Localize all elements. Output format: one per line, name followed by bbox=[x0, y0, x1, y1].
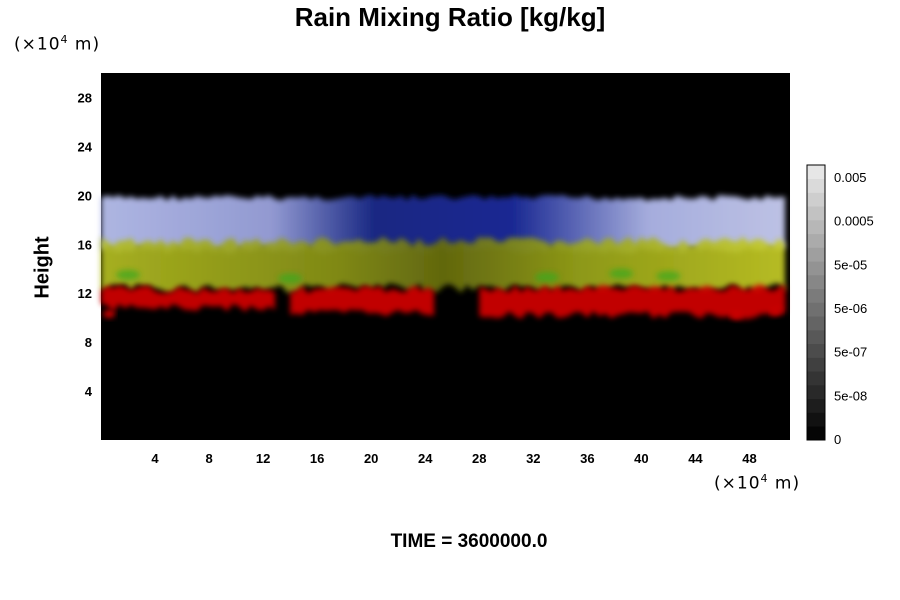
colorbar-level bbox=[807, 233, 825, 248]
y-tick-label: 28 bbox=[78, 90, 92, 105]
y-tick-label: 4 bbox=[85, 384, 93, 399]
band-spot bbox=[656, 271, 681, 282]
band-blob bbox=[770, 307, 783, 316]
colorbar-level bbox=[807, 288, 825, 303]
x-tick-label: 44 bbox=[688, 451, 703, 466]
x-tick-label: 8 bbox=[205, 451, 212, 466]
colorbar-level bbox=[807, 343, 825, 358]
x-tick-label: 20 bbox=[364, 451, 378, 466]
colorbar-label: 5e-06 bbox=[834, 301, 867, 316]
colorbar-level bbox=[807, 261, 825, 276]
band-lower bbox=[290, 285, 435, 317]
colorbar-level bbox=[807, 247, 825, 262]
x-tick-label: 12 bbox=[256, 451, 270, 466]
colorbar: 0 5e-08 5e-07 5e-06 5e-05 0.0005 0.005 bbox=[806, 164, 874, 447]
y-axis-ticks: 4 8 12 16 20 24 28 bbox=[78, 90, 93, 399]
colorbar-level bbox=[807, 371, 825, 386]
y-tick-label: 12 bbox=[78, 286, 92, 301]
band-lower bbox=[479, 284, 786, 320]
y-tick-label: 20 bbox=[78, 188, 92, 203]
x-tick-label: 24 bbox=[418, 451, 433, 466]
band-blob bbox=[729, 311, 742, 320]
band-spot bbox=[609, 268, 634, 279]
colorbar-level bbox=[807, 412, 825, 427]
band-middle bbox=[101, 236, 785, 294]
time-label: TIME = 3600000.0 bbox=[390, 531, 548, 552]
colorbar-label: 5e-08 bbox=[834, 388, 867, 403]
y-tick-label: 8 bbox=[85, 335, 92, 350]
colorbar-level bbox=[807, 206, 825, 221]
colorbar-label: 5e-07 bbox=[834, 345, 867, 360]
x-tick-label: 16 bbox=[310, 451, 324, 466]
x-tick-label: 40 bbox=[634, 451, 648, 466]
rain-field bbox=[101, 194, 786, 320]
y-tick-label: 24 bbox=[78, 139, 93, 154]
x-axis-ticks: 4 8 12 16 20 24 28 32 36 40 44 48 bbox=[151, 451, 756, 466]
colorbar-label: 5e-05 bbox=[834, 257, 867, 272]
band-spot bbox=[278, 273, 303, 284]
band-lower bbox=[101, 285, 275, 312]
band-upper bbox=[101, 194, 785, 254]
colorbar-level bbox=[807, 302, 825, 317]
x-tick-label: 4 bbox=[151, 451, 159, 466]
colorbar-label: 0.0005 bbox=[834, 214, 874, 229]
x-tick-label: 32 bbox=[526, 451, 540, 466]
colorbar-level bbox=[807, 385, 825, 400]
x-tick-label: 28 bbox=[472, 451, 486, 466]
colorbar-level bbox=[807, 357, 825, 372]
colorbar-frame bbox=[806, 164, 826, 441]
band-blob bbox=[103, 309, 116, 318]
colorbar-level bbox=[807, 192, 825, 207]
y-tick-label: 16 bbox=[78, 237, 92, 252]
colorbar-level bbox=[807, 165, 825, 180]
colorbar-level bbox=[807, 275, 825, 290]
chart-title: Rain Mixing Ratio [kg/kg] bbox=[294, 2, 606, 32]
colorbar-label: 0.005 bbox=[834, 170, 867, 185]
colorbar-level bbox=[807, 398, 825, 413]
colorbar-level bbox=[807, 426, 825, 441]
x-tick-label: 36 bbox=[580, 451, 594, 466]
band-spot bbox=[534, 272, 559, 283]
band-spot bbox=[116, 269, 141, 280]
colorbar-level bbox=[807, 220, 825, 235]
colorbar-level bbox=[807, 178, 825, 193]
y-axis-unit: (×104 m) bbox=[14, 33, 101, 55]
colorbar-label: 0 bbox=[834, 432, 841, 447]
x-tick-label: 48 bbox=[742, 451, 756, 466]
x-axis-unit: (×104 m) bbox=[714, 472, 801, 494]
colorbar-level bbox=[807, 316, 825, 331]
colorbar-level bbox=[807, 330, 825, 345]
